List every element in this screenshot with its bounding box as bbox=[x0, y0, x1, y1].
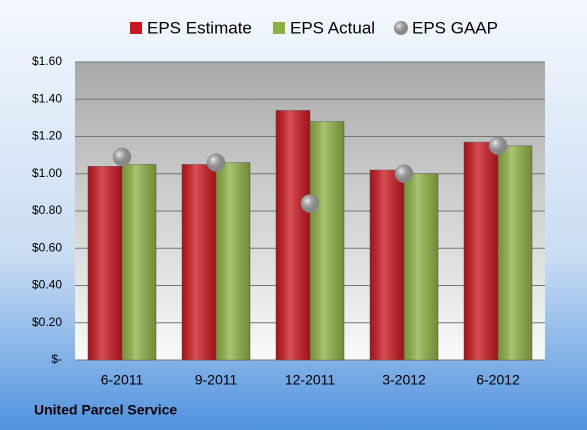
bar-shine bbox=[276, 110, 310, 360]
footer: United Parcel Service bbox=[34, 402, 177, 418]
x-tick-label: 6-2011 bbox=[101, 372, 144, 388]
bar-shine bbox=[404, 173, 438, 360]
legend-marker-shine bbox=[394, 21, 408, 35]
y-tick-label: $1.40 bbox=[32, 91, 62, 105]
y-tick-label: $0.60 bbox=[32, 240, 62, 254]
marker-shine bbox=[207, 153, 225, 172]
y-tick-label: $1.20 bbox=[32, 129, 62, 143]
y-tick-label: $0.20 bbox=[32, 315, 62, 329]
x-tick-label: 12-2011 bbox=[285, 372, 336, 388]
bar-shine bbox=[498, 145, 532, 360]
bar-shine bbox=[216, 162, 250, 360]
legend-marker bbox=[273, 22, 285, 34]
marker-shine bbox=[489, 136, 507, 155]
legend-label: EPS Actual bbox=[290, 18, 375, 37]
bar-shine bbox=[370, 170, 404, 360]
x-tick-label: 9-2011 bbox=[195, 372, 238, 388]
bar-shine bbox=[464, 142, 498, 360]
y-tick-label: $1.00 bbox=[32, 166, 62, 180]
bar-shine bbox=[310, 121, 344, 360]
bar-shine bbox=[88, 166, 122, 360]
y-tick-label: $0.80 bbox=[32, 203, 62, 217]
legend-label: EPS GAAP bbox=[412, 18, 498, 37]
bar-shine bbox=[122, 164, 156, 360]
y-tick-label: $1.60 bbox=[32, 54, 62, 68]
marker-shine bbox=[301, 194, 319, 213]
x-tick-label: 6-2012 bbox=[476, 372, 520, 388]
legend-label: EPS Estimate bbox=[147, 18, 252, 37]
y-tick-label: $- bbox=[51, 352, 62, 366]
legend-marker bbox=[130, 22, 142, 34]
marker-shine bbox=[113, 147, 131, 166]
bar-shine bbox=[182, 164, 216, 360]
marker-shine bbox=[395, 164, 413, 183]
y-tick-label: $0.40 bbox=[32, 278, 62, 292]
x-tick-label: 3-2012 bbox=[382, 372, 426, 388]
